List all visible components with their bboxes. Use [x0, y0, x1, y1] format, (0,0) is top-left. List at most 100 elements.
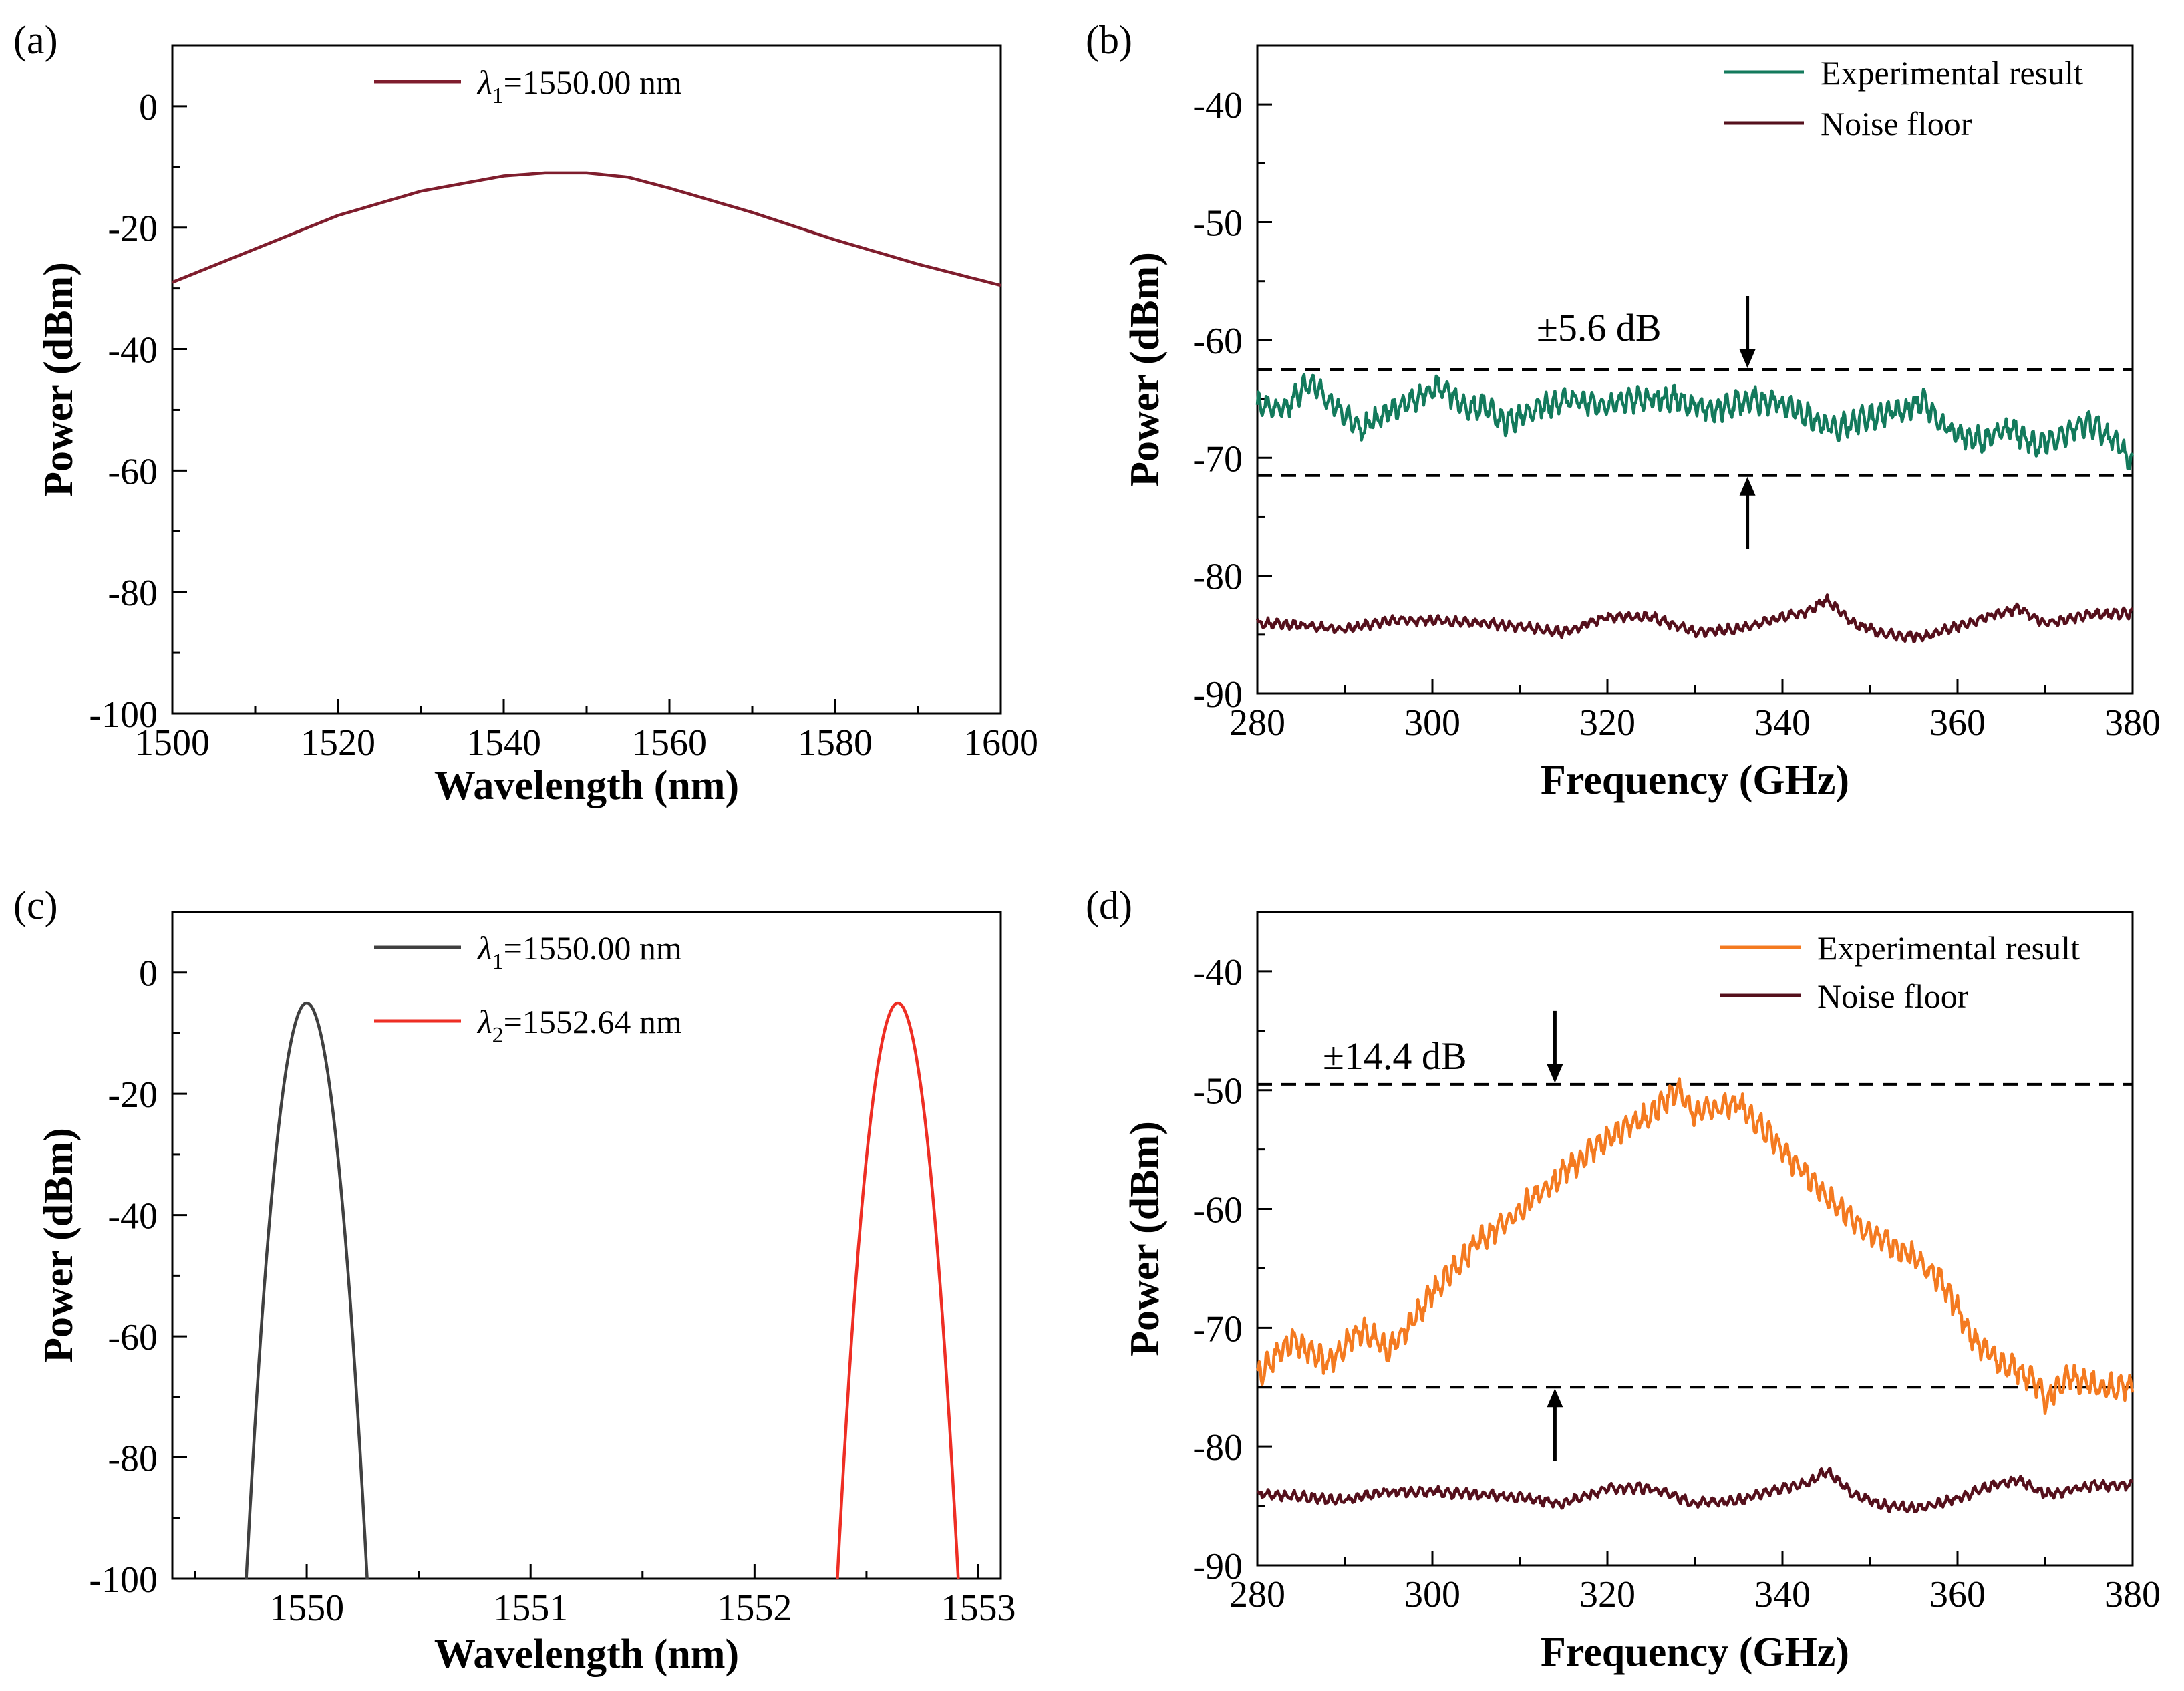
- y-tick-label-d: -40: [1193, 952, 1243, 993]
- arrow-down-head-b: [1739, 349, 1756, 368]
- plot-frame-d: [1256, 911, 2134, 1567]
- axis-ticks-c: 1550 1551 1552 1553 -100 -80 -60 -40 -20 0: [89, 953, 1016, 1629]
- x-tick-label-b: 320: [1579, 702, 1635, 744]
- panel-a: (a) 1500 1520 1540 1560 1580 1600 -100 -80 -60 -4…: [13, 18, 1038, 808]
- x-tick-label-d: 320: [1579, 1574, 1635, 1616]
- x-axis-title-d: Frequency (GHz): [1541, 1630, 1849, 1675]
- panel-label-b: (b): [1086, 18, 1132, 62]
- x-tick-label-a: 1580: [798, 722, 873, 764]
- series-line-lambda1: [245, 1001, 369, 1579]
- arrow-up-head-b: [1739, 476, 1756, 496]
- legend-label-experimental: Experimental result: [1817, 929, 2080, 967]
- y-axis-title-a: Power (dBm): [36, 262, 82, 497]
- legend-label-lambda2: λ2=1552.64 nm: [476, 1003, 682, 1048]
- y-tick-label-d: -90: [1193, 1546, 1243, 1587]
- y-tick-label-a: 0: [139, 87, 158, 128]
- x-tick-label-d: 380: [2104, 1574, 2161, 1616]
- y-axis-title-b: Power (dBm): [1122, 252, 1168, 487]
- legend-a: λ1=1550.00 nm: [374, 63, 682, 108]
- spread-label-b: ±5.6 dB: [1537, 306, 1662, 349]
- series-line-noise-floor-b: [1255, 593, 2133, 643]
- axis-ticks-a: 1500 1520 1540 1560 1580 1600 -100 -80 -60 -40 -20…: [89, 87, 1038, 764]
- panel-label-c: (c): [13, 883, 58, 927]
- x-tick-label-d: 300: [1404, 1574, 1460, 1616]
- x-tick-label-a: 1560: [632, 722, 707, 764]
- y-tick-label-c: 0: [139, 953, 158, 995]
- axis-ticks-d: 280 300 320 340 360 380 -90 -80 -70 -60 -50 -40: [1193, 952, 2161, 1616]
- panel-label-d: (d): [1086, 883, 1132, 927]
- plot-frame-c: [171, 911, 1002, 1580]
- series-line-experimental-d: [1255, 1077, 2135, 1415]
- spread-annotation-b: ±5.6 dB: [1537, 296, 1756, 549]
- x-tick-label-a: 1540: [466, 722, 541, 764]
- legend-c: λ1=1550.00 nm λ2=1552.64 nm: [374, 929, 682, 1048]
- x-tick-label-a: 1600: [963, 722, 1038, 764]
- y-tick-label-a: -100: [89, 694, 158, 736]
- spread-label-d: ±14.4 dB: [1323, 1034, 1467, 1078]
- series-line-lambda2: [836, 1001, 960, 1579]
- y-tick-label-d: -70: [1193, 1308, 1243, 1350]
- y-tick-label-b: -60: [1193, 321, 1243, 362]
- x-axis-title-a: Wavelength (nm): [434, 763, 739, 808]
- y-tick-label-b: -50: [1193, 203, 1243, 245]
- y-axis-title-d: Power (dBm): [1122, 1121, 1168, 1356]
- panel-label-a: (a): [13, 18, 58, 62]
- y-tick-label-d: -50: [1193, 1071, 1243, 1112]
- y-tick-label-a: -80: [108, 573, 158, 614]
- x-tick-label-b: 300: [1404, 702, 1460, 744]
- arrow-down-head-d: [1547, 1064, 1563, 1083]
- y-tick-label-c: -40: [108, 1196, 158, 1237]
- x-tick-label-b: 360: [1929, 702, 1986, 744]
- legend-label-lambda1: λ1=1550.00 nm: [476, 63, 682, 108]
- plot-frame-a: [171, 44, 1002, 715]
- series-group-b: [1255, 373, 2134, 643]
- x-tick-label-b: 340: [1754, 702, 1811, 744]
- y-tick-label-d: -80: [1193, 1427, 1243, 1469]
- y-tick-label-b: -40: [1193, 85, 1243, 126]
- legend-b: Experimental result Noise floor: [1724, 54, 2083, 142]
- y-tick-label-d: -60: [1193, 1190, 1243, 1231]
- series-line-lambda1: [172, 171, 1001, 287]
- legend-label-noise-floor: Noise floor: [1817, 977, 1969, 1015]
- spread-annotation-d: ±14.4 dB: [1323, 1010, 1563, 1461]
- legend-label-lambda1: λ1=1550.00 nm: [476, 929, 682, 974]
- x-tick-label-b: 280: [1229, 702, 1285, 744]
- x-tick-label-c: 1551: [493, 1587, 568, 1629]
- x-tick-label-d: 280: [1229, 1574, 1285, 1616]
- legend-d: Experimental result Noise floor: [1720, 929, 2080, 1015]
- axis-ticks-b: 280 300 320 340 360 380 -90 -80 -70 -60 -50 -40: [1193, 85, 2161, 744]
- y-tick-label-a: -20: [108, 208, 158, 250]
- reference-lines-d: [1257, 1082, 2133, 1389]
- x-tick-label-a: 1500: [135, 722, 210, 764]
- series-line-experimental-b: [1255, 373, 2134, 471]
- y-tick-label-a: -40: [108, 330, 158, 371]
- x-tick-label-a: 1520: [301, 722, 375, 764]
- y-tick-label-c: -100: [89, 1559, 158, 1601]
- x-tick-label-c: 1550: [269, 1587, 344, 1629]
- legend-label-noise-floor: Noise floor: [1821, 105, 1972, 142]
- y-tick-label-c: -20: [108, 1074, 158, 1116]
- arrow-up-head-d: [1547, 1388, 1563, 1408]
- y-tick-label-a: -60: [108, 451, 158, 492]
- x-tick-label-c: 1552: [717, 1587, 792, 1629]
- x-axis-title-c: Wavelength (nm): [434, 1632, 739, 1677]
- x-tick-label-d: 360: [1929, 1574, 1986, 1616]
- series-line-noise-floor-d: [1257, 1467, 2133, 1514]
- panel-d: (d) 280 300 320 340 360 380 -90 -80 -70 -60 -50 -40…: [1086, 883, 2161, 1675]
- series-group-a: [172, 171, 1001, 287]
- y-tick-label-b: -90: [1193, 674, 1243, 716]
- y-tick-label-c: -80: [108, 1438, 158, 1480]
- reference-lines-b: [1257, 368, 2133, 477]
- series-group-d: [1255, 1077, 2135, 1514]
- y-tick-label-c: -60: [108, 1317, 158, 1358]
- x-tick-label-b: 380: [2104, 702, 2161, 744]
- y-axis-title-c: Power (dBm): [36, 1128, 82, 1363]
- legend-label-experimental: Experimental result: [1821, 54, 2083, 92]
- x-tick-label-c: 1553: [941, 1587, 1016, 1629]
- y-tick-label-b: -70: [1193, 438, 1243, 480]
- panel-b: (b) 280 300 320 340 360 380 -90 -80 -70 -60 -50 -40…: [1086, 18, 2161, 803]
- x-axis-title-b: Frequency (GHz): [1541, 758, 1849, 803]
- panel-c: (c) 1550 1551 1552 1553 -100 -80 -60 -40 -20 0 λ1…: [13, 883, 1016, 1677]
- series-group-c: [245, 1001, 960, 1579]
